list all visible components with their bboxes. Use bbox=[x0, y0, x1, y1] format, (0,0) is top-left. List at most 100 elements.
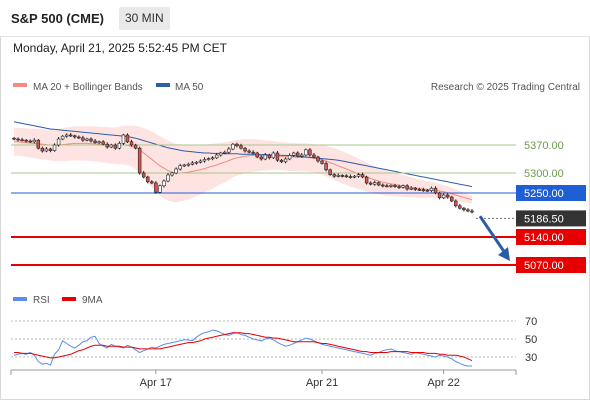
candle bbox=[368, 181, 373, 186]
candle bbox=[117, 141, 122, 150]
candle bbox=[279, 159, 284, 163]
candle-body bbox=[364, 176, 369, 184]
candle bbox=[437, 191, 442, 200]
level-tag-5070 bbox=[516, 257, 586, 273]
rsi-ma-legend-swatch bbox=[62, 297, 76, 301]
candle bbox=[64, 133, 69, 138]
candle-body bbox=[125, 134, 130, 143]
rsi-tick-50: 50 bbox=[525, 334, 537, 346]
candle-body bbox=[174, 168, 178, 174]
candle-body bbox=[69, 134, 73, 137]
candle bbox=[133, 143, 138, 150]
candle bbox=[186, 162, 191, 167]
candle bbox=[352, 175, 357, 179]
candle bbox=[12, 137, 16, 141]
candle bbox=[166, 173, 170, 183]
candle bbox=[105, 142, 109, 149]
candle bbox=[77, 135, 81, 139]
candle bbox=[28, 139, 32, 143]
candle bbox=[89, 137, 93, 143]
moving-averages bbox=[13, 121, 473, 201]
candle bbox=[93, 139, 97, 144]
candle bbox=[373, 180, 377, 186]
key-levels bbox=[11, 144, 516, 266]
level-label-5250: 5250.00 bbox=[524, 188, 564, 200]
candle bbox=[36, 139, 41, 150]
candle bbox=[425, 189, 430, 192]
candle-body bbox=[28, 140, 32, 143]
candle-body bbox=[397, 186, 401, 188]
candle bbox=[267, 153, 272, 160]
candle bbox=[150, 180, 154, 185]
candle-body bbox=[417, 189, 422, 191]
forecast-arrow-shaft bbox=[478, 215, 507, 254]
candle-body bbox=[158, 185, 162, 193]
rsi-legend-label: RSI bbox=[33, 295, 50, 306]
candle-body bbox=[214, 154, 219, 159]
candle-body bbox=[81, 137, 85, 141]
candle bbox=[202, 157, 207, 163]
candle bbox=[109, 143, 113, 149]
candle-body bbox=[454, 200, 458, 207]
candle bbox=[401, 184, 405, 189]
ma20-line bbox=[14, 141, 473, 201]
level-tags: 5370.00 5300.00 5250.00 5140.00 5070.00 5186.… bbox=[516, 140, 586, 273]
candle bbox=[405, 184, 409, 191]
instrument-title: S&P 500 (CME) bbox=[11, 11, 104, 26]
candle bbox=[348, 174, 353, 179]
candle-body bbox=[283, 158, 288, 163]
candle bbox=[190, 161, 195, 166]
candle bbox=[247, 149, 251, 154]
candle-body bbox=[36, 139, 41, 149]
candle-body bbox=[218, 152, 223, 156]
candle-body bbox=[255, 152, 259, 158]
candle-body bbox=[324, 163, 328, 171]
candle bbox=[69, 133, 73, 137]
level-label-5370: 5370.00 bbox=[524, 140, 564, 152]
candle bbox=[304, 148, 308, 157]
candle-body bbox=[154, 182, 158, 193]
forecast-arrow-head bbox=[498, 247, 510, 261]
candle bbox=[243, 147, 247, 153]
candle bbox=[308, 148, 312, 157]
candle bbox=[141, 171, 146, 179]
candle-body bbox=[16, 138, 20, 141]
candle bbox=[60, 135, 65, 141]
candle bbox=[44, 147, 49, 153]
candle bbox=[421, 187, 426, 192]
candle bbox=[239, 143, 243, 150]
candle-body bbox=[373, 182, 377, 185]
candle-body bbox=[231, 143, 235, 150]
last-price-tag bbox=[516, 210, 586, 227]
timeframe-badge[interactable]: 30 MIN bbox=[119, 7, 170, 30]
candle-body bbox=[235, 143, 239, 147]
candle-body bbox=[89, 138, 93, 142]
candle-body bbox=[227, 148, 231, 153]
candle-body bbox=[413, 187, 417, 190]
candle-body bbox=[259, 156, 263, 160]
candle bbox=[328, 168, 332, 176]
candle-body bbox=[352, 175, 357, 178]
candle-body bbox=[150, 181, 154, 184]
candle-body bbox=[421, 189, 426, 192]
candle-body bbox=[271, 152, 276, 159]
candle-body bbox=[105, 143, 109, 148]
candle bbox=[32, 138, 36, 144]
candle-body bbox=[141, 172, 146, 178]
candle-body bbox=[117, 143, 122, 149]
candle bbox=[344, 174, 349, 178]
candle bbox=[101, 140, 105, 146]
candle-body bbox=[32, 139, 36, 143]
candle-body bbox=[198, 160, 203, 163]
candle-body bbox=[56, 138, 61, 146]
candle-body bbox=[437, 192, 442, 199]
candle bbox=[227, 147, 231, 154]
candle-body bbox=[77, 136, 81, 139]
candle-body bbox=[73, 135, 77, 138]
candle-body bbox=[121, 134, 126, 144]
candle-body bbox=[223, 151, 227, 154]
candle-body bbox=[206, 158, 211, 160]
candle-body bbox=[287, 155, 292, 160]
candle bbox=[16, 137, 20, 142]
